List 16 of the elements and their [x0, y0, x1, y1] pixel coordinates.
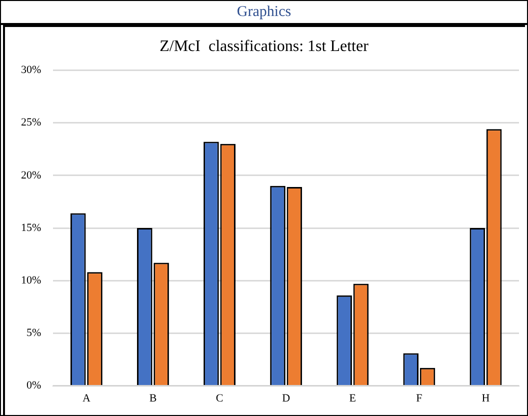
y-tick-label: 10% [20, 274, 42, 286]
y-tick-label: 25% [20, 116, 42, 129]
x-tick-label: B [149, 392, 157, 404]
chart-title: Z/McI classifications: 1st Letter [160, 38, 370, 55]
y-tick-label: 15% [20, 222, 42, 234]
x-tick-label: C [216, 392, 224, 404]
x-tick-label: E [349, 392, 356, 404]
x-tick-label: A [82, 392, 90, 404]
x-tick-label: F [416, 392, 422, 404]
x-tick-label: D [282, 392, 290, 404]
y-tick-label: 30% [20, 64, 42, 76]
y-tick-label: 20% [20, 169, 42, 182]
y-tick-label: 5% [26, 327, 42, 340]
y-tick-label: 0% [26, 380, 42, 392]
text: Graphics [1, 1, 527, 25]
x-tick-label: H [482, 392, 490, 404]
